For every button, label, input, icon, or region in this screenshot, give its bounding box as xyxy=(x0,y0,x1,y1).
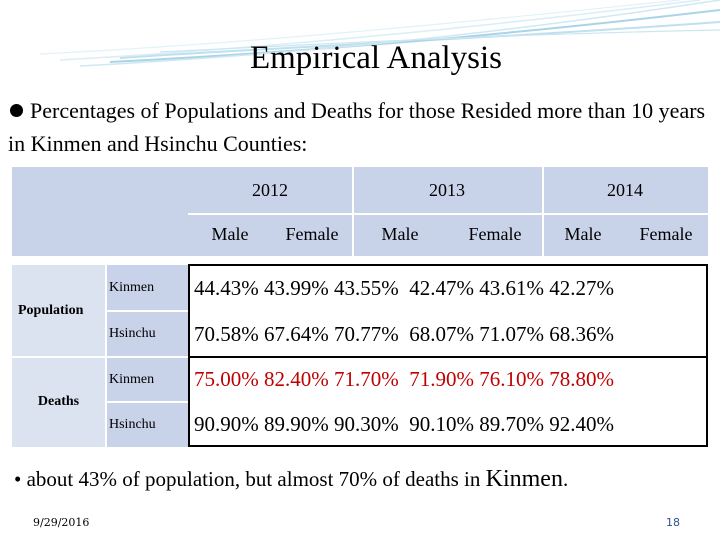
table-divider xyxy=(542,167,544,256)
table-divider xyxy=(12,356,188,358)
year-header-2012: 2012 xyxy=(188,167,352,213)
population-group-outline xyxy=(188,264,708,358)
table-row: 70.58% 67.64% 70.77% 68.07% 71.07% 68.36… xyxy=(194,311,708,357)
deaths-group-outline xyxy=(188,356,708,447)
intro-text: Percentages of Populations and Deaths fo… xyxy=(8,94,708,160)
value-cell: 42.27% xyxy=(549,275,614,300)
year-header-2014: 2014 xyxy=(542,167,708,213)
value-cell: 89.70% xyxy=(479,412,544,436)
value-cell: 78.80% xyxy=(549,367,614,391)
page-number: 18 xyxy=(666,516,680,529)
slide-title: Empirical Analysis xyxy=(249,40,503,76)
gender-header: Male xyxy=(542,213,624,256)
gender-header: Female xyxy=(272,213,352,256)
bullet-dot-icon xyxy=(10,104,23,117)
table-divider xyxy=(105,401,188,403)
note-bullet: • xyxy=(14,467,22,491)
group-label-deaths: Deaths xyxy=(12,357,105,447)
value-cell: 82.40% xyxy=(264,367,329,391)
value-cell: 43.61% xyxy=(479,275,544,300)
gender-header: Male xyxy=(352,213,448,256)
table-row: 90.90% 89.90% 90.30% 90.10% 89.70% 92.40… xyxy=(194,402,708,447)
value-cell: 70.77% xyxy=(334,321,399,346)
decorative-swoosh xyxy=(39,0,720,67)
value-cell: 70.58% xyxy=(194,321,259,346)
value-cell: 43.99% xyxy=(264,275,329,300)
value-cell: 67.64% xyxy=(264,321,329,346)
value-cell: 76.10% xyxy=(479,367,544,391)
value-cell: 90.10% xyxy=(409,412,474,436)
value-cell: 92.40% xyxy=(549,412,614,436)
table-row: 44.43% 43.99% 43.55% 42.47% 43.61% 42.27… xyxy=(194,265,708,311)
row-label-hsinchu: Hsinchu xyxy=(105,402,188,447)
summary-note: • about 43% of population, but almost 70… xyxy=(14,466,714,493)
row-label-hsinchu: Hsinchu xyxy=(105,311,188,357)
value-cell: 43.55% xyxy=(334,275,399,300)
intro-label: Percentages of Populations and Deaths fo… xyxy=(8,98,706,156)
table-row: 75.00% 82.40% 71.70% 71.90% 76.10% 78.80… xyxy=(194,357,708,402)
value-cell: 75.00% xyxy=(194,367,259,391)
value-cell: 68.07% xyxy=(409,321,474,346)
value-cell: 44.43% xyxy=(194,275,259,300)
group-label-population: Population xyxy=(12,265,105,357)
gender-header: Male xyxy=(188,213,272,256)
table-divider xyxy=(105,310,188,312)
footer-date: 9/29/2016 xyxy=(33,516,90,529)
value-cell: 42.47% xyxy=(409,275,474,300)
gender-header: Female xyxy=(448,213,542,256)
value-cell: 71.90% xyxy=(409,367,474,391)
table-corner xyxy=(12,167,188,256)
value-cell: 71.07% xyxy=(479,321,544,346)
value-cell: 90.90% xyxy=(194,412,259,436)
row-label-kinmen: Kinmen xyxy=(105,265,188,311)
note-end: . xyxy=(562,467,569,491)
value-cell: 68.36% xyxy=(549,321,614,346)
note-place: Kinmen xyxy=(485,466,563,492)
data-table: 2012 2013 2014 Male Female Male Female M… xyxy=(12,167,708,447)
year-header-2013: 2013 xyxy=(352,167,542,213)
gender-header: Female xyxy=(624,213,708,256)
value-cell: 89.90% xyxy=(264,412,329,436)
table-divider xyxy=(188,213,708,215)
value-cell: 90.30% xyxy=(334,412,399,436)
note-text: about 43% of population, but almost 70% … xyxy=(26,467,486,491)
value-cell: 71.70% xyxy=(334,367,399,391)
row-label-kinmen: Kinmen xyxy=(105,357,188,402)
table-divider xyxy=(352,167,354,256)
table-divider xyxy=(105,265,107,447)
